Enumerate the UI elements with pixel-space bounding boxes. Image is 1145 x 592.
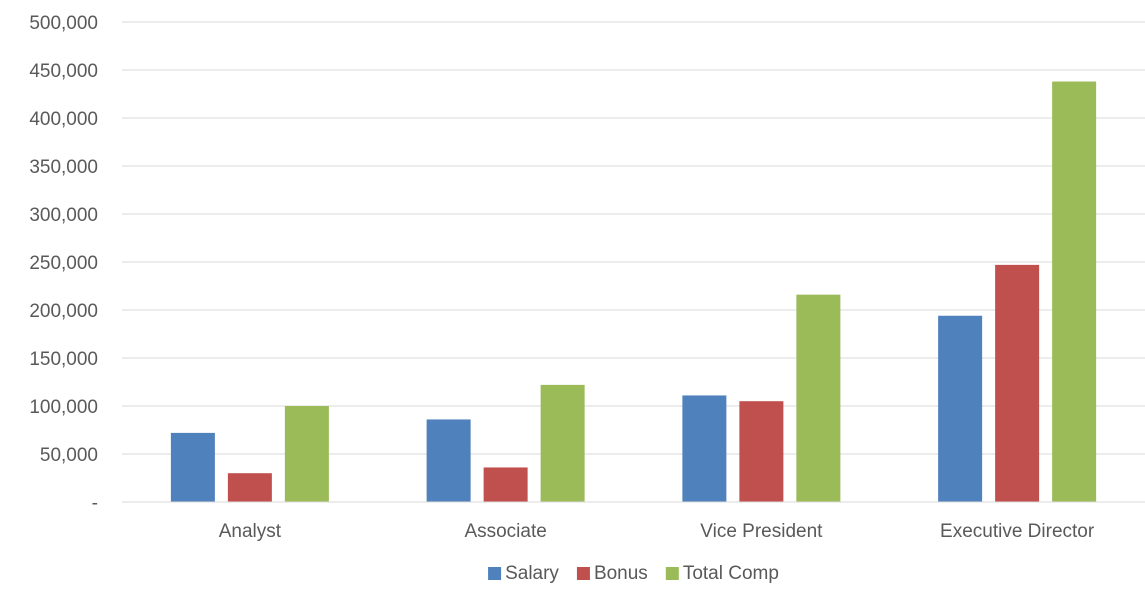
y-tick-label: 400,000 xyxy=(29,109,98,130)
x-category-label: Executive Director xyxy=(940,521,1095,542)
y-tick-label: - xyxy=(92,493,98,514)
bar-bonus xyxy=(227,473,272,502)
legend-swatch xyxy=(488,567,502,580)
legend-swatch xyxy=(665,567,679,580)
legend: Salary Bonus Total Comp xyxy=(488,563,779,584)
legend-item-salary: Salary xyxy=(488,563,559,584)
y-tick-label: 450,000 xyxy=(29,61,98,82)
bar-salary xyxy=(938,315,983,502)
x-category-label: Associate xyxy=(464,521,546,542)
x-axis-category-labels: Analyst Associate Vice President Executive … xyxy=(219,521,1095,542)
bar-bonus xyxy=(483,467,528,502)
legend-item-bonus: Bonus xyxy=(576,563,648,584)
bar-total-comp xyxy=(284,406,329,502)
bar-total-comp xyxy=(796,294,841,502)
y-tick-label: 500,000 xyxy=(29,13,98,34)
legend-label: Salary xyxy=(505,563,559,584)
legend-label: Bonus xyxy=(594,563,648,584)
bar-bonus xyxy=(995,264,1040,502)
bar-salary xyxy=(426,419,471,502)
y-tick-label: 200,000 xyxy=(29,301,98,322)
y-tick-label: 350,000 xyxy=(29,157,98,178)
legend-swatch xyxy=(576,567,590,580)
bar-total-comp xyxy=(540,384,585,502)
bars xyxy=(170,81,1097,503)
bar-bonus xyxy=(739,401,784,502)
y-tick-label: 300,000 xyxy=(29,205,98,226)
bar-salary xyxy=(170,432,215,502)
gridlines xyxy=(122,21,1145,455)
x-category-label: Analyst xyxy=(219,521,282,542)
y-tick-label: 150,000 xyxy=(29,349,98,370)
y-axis-tick-labels: - 50,000 100,000 150,000 200,000 250,000 300,0… xyxy=(29,13,98,514)
x-category-label: Vice President xyxy=(700,521,823,542)
bar-total-comp xyxy=(1052,81,1097,503)
bar-salary xyxy=(682,395,727,502)
legend-item-total-comp: Total Comp xyxy=(665,563,779,584)
y-tick-label: 250,000 xyxy=(29,253,98,274)
legend-label: Total Comp xyxy=(683,563,779,584)
y-tick-label: 100,000 xyxy=(29,397,98,418)
y-tick-label: 50,000 xyxy=(40,445,98,466)
